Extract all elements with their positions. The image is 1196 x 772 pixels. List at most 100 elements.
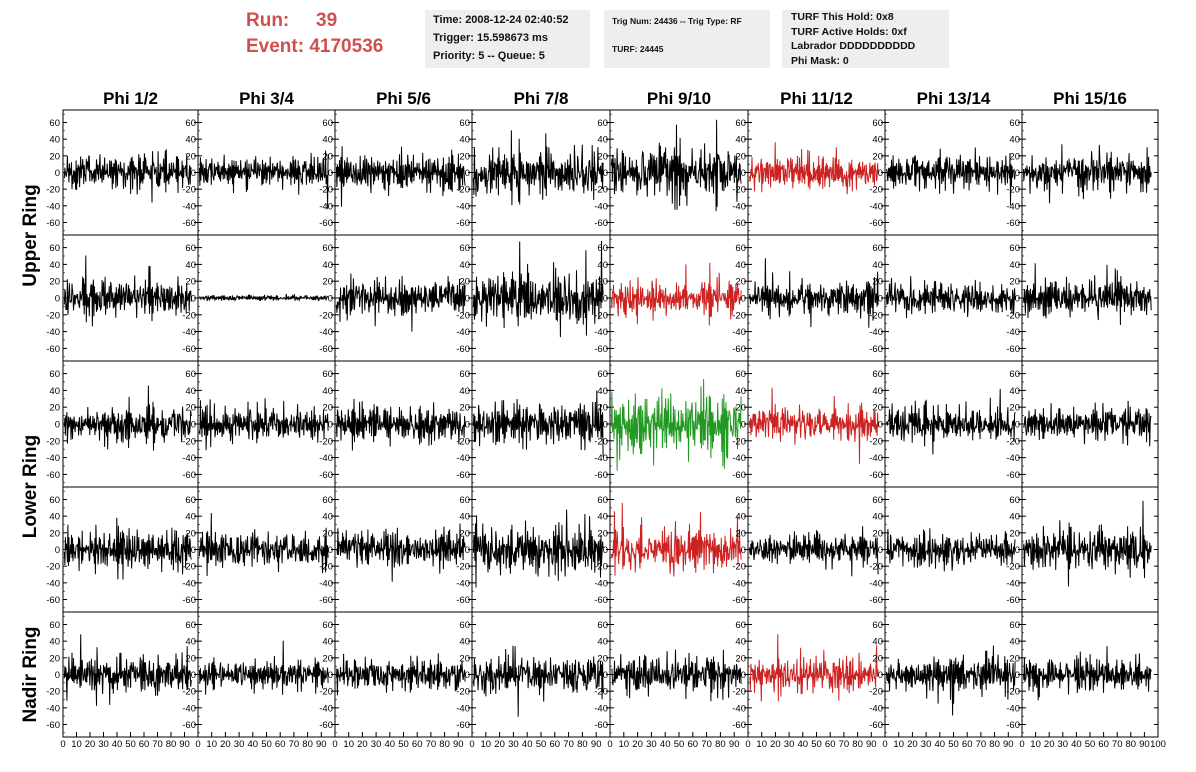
x-tick-label: 90: [316, 739, 327, 750]
y-tick-label: 20: [459, 277, 470, 288]
y-tick-label: 0: [328, 670, 333, 681]
x-tick-label: 0: [882, 739, 887, 750]
y-tick-label: -20: [182, 562, 196, 573]
x-tick-label: 50: [398, 739, 409, 750]
x-tick-label: 40: [112, 739, 123, 750]
y-tick-label: 20: [322, 653, 333, 664]
y-tick-label: 40: [597, 386, 608, 397]
waveform-trace-r4-c2: [198, 512, 329, 576]
y-tick-label: -40: [182, 327, 196, 338]
x-tick-label: 90: [591, 739, 602, 750]
y-tick-label: -20: [1006, 185, 1020, 196]
y-tick-label: -40: [869, 578, 883, 589]
y-tick-label: 0: [1015, 670, 1020, 681]
y-tick-label: 40: [1009, 386, 1020, 397]
x-tick-label: 20: [220, 739, 231, 750]
y-tick-label: -60: [594, 595, 608, 606]
y-tick-label: -40: [869, 327, 883, 338]
y-tick-label: -60: [46, 595, 60, 606]
waveform-trace-r1-c7: [885, 147, 1016, 206]
y-tick-label: -40: [594, 453, 608, 464]
column-header-1: Phi 1/2: [103, 89, 158, 108]
y-tick-label: -20: [456, 310, 470, 321]
y-tick-label: -40: [1006, 578, 1020, 589]
x-tick-label: 40: [935, 739, 946, 750]
waveform-trace-r2-c4: [472, 240, 604, 338]
y-tick-label: 60: [1009, 243, 1020, 254]
x-tick-label: 90: [453, 739, 464, 750]
waveform-trace-r4-c1: [63, 517, 192, 580]
y-tick-label: -20: [1006, 687, 1020, 698]
event-row: Event: 4170536: [246, 34, 418, 60]
y-tick-label: -60: [182, 218, 196, 229]
x-tick-label: 20: [1044, 739, 1055, 750]
y-tick-label: -60: [594, 470, 608, 481]
y-tick-label: 0: [328, 420, 333, 431]
y-tick-label: -60: [594, 344, 608, 355]
y-tick-label: 60: [597, 369, 608, 380]
y-tick-label: 20: [322, 403, 333, 414]
y-tick-label: -60: [319, 344, 333, 355]
y-tick-label: 20: [735, 653, 746, 664]
y-tick-label: -40: [1006, 201, 1020, 212]
y-tick-label: -60: [319, 595, 333, 606]
y-tick-label: 0: [878, 294, 883, 305]
y-tick-label: 40: [872, 637, 883, 648]
y-tick-label: 20: [185, 528, 196, 539]
x-tick-label: 80: [166, 739, 177, 750]
y-tick-label: 20: [735, 528, 746, 539]
y-tick-label: 40: [1009, 637, 1020, 648]
y-tick-label: -60: [182, 595, 196, 606]
y-tick-label: -40: [732, 201, 746, 212]
x-tick-label: 60: [275, 739, 286, 750]
y-tick-label: -60: [1006, 595, 1020, 606]
y-tick-label: 20: [1009, 653, 1020, 664]
y-tick-label: 60: [322, 620, 333, 631]
y-tick-label: 60: [322, 118, 333, 129]
y-tick-label: 60: [597, 495, 608, 506]
y-tick-label: 20: [49, 151, 60, 162]
x-tick-label: 10: [619, 739, 630, 750]
x-tick-label: 80: [989, 739, 1000, 750]
waveform-trace-r4-c4: [472, 509, 604, 588]
y-tick-label: 40: [597, 637, 608, 648]
y-tick-label: -20: [319, 436, 333, 447]
x-tick-label: 60: [550, 739, 561, 750]
run-label: Run:: [246, 10, 290, 31]
y-tick-label: -40: [594, 327, 608, 338]
y-tick-label: -60: [319, 720, 333, 731]
x-tick-label: 80: [852, 739, 863, 750]
y-tick-label: 60: [49, 495, 60, 506]
x-tick-label: 80: [577, 739, 588, 750]
waveform-trace-r4-c6: [748, 526, 879, 577]
x-tick-label: 30: [921, 739, 932, 750]
x-tick-label: 0: [745, 739, 750, 750]
x-tick-label: 80: [302, 739, 313, 750]
y-tick-label: -40: [732, 327, 746, 338]
waveform-trace-r3-c4: [472, 390, 604, 457]
y-tick-label: 0: [603, 545, 608, 556]
y-tick-label: -20: [46, 562, 60, 573]
y-tick-label: 20: [459, 528, 470, 539]
waveform-trace-r5-c4: [472, 645, 604, 717]
y-tick-label: 40: [322, 512, 333, 523]
waveform-trace-r2-c2: [198, 293, 329, 302]
y-tick-label: -40: [182, 201, 196, 212]
y-tick-label: 40: [597, 260, 608, 271]
y-tick-label: 40: [872, 260, 883, 271]
ring-label-upper-ring: Upper Ring: [20, 184, 41, 286]
y-tick-label: -60: [732, 470, 746, 481]
y-tick-label: 0: [328, 545, 333, 556]
y-tick-label: -20: [319, 310, 333, 321]
y-tick-label: 20: [49, 653, 60, 664]
y-tick-label: 0: [1015, 545, 1020, 556]
y-tick-label: 40: [185, 637, 196, 648]
y-tick-label: 0: [328, 168, 333, 179]
y-tick-label: 20: [459, 403, 470, 414]
y-tick-label: -40: [456, 703, 470, 714]
y-tick-label: -20: [182, 185, 196, 196]
y-tick-label: -60: [319, 218, 333, 229]
y-tick-label: 40: [49, 260, 60, 271]
waveform-trace-r1-c8: [1022, 144, 1152, 204]
y-tick-label: -20: [319, 687, 333, 698]
